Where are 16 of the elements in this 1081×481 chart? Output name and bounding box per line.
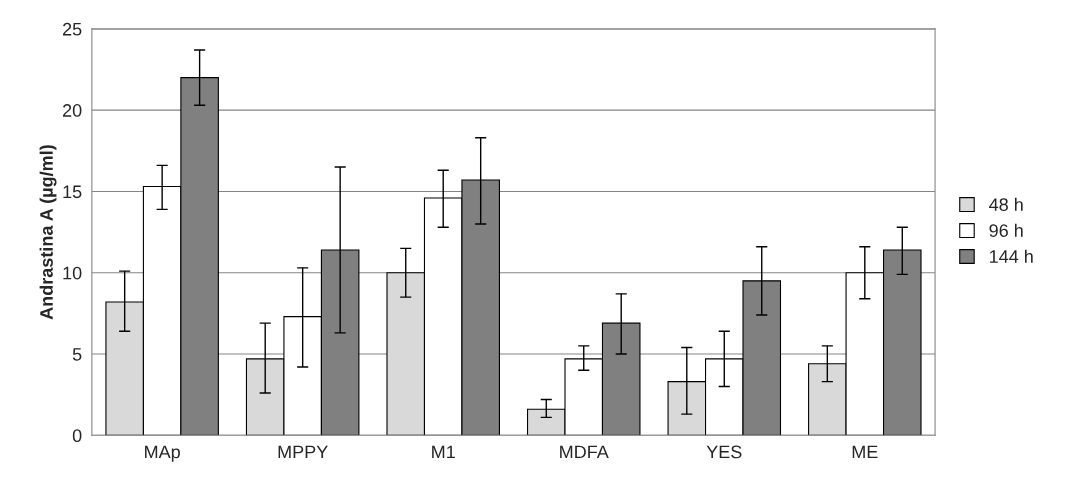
y-tick-label: 10 <box>63 266 82 280</box>
x-tick-label: MAp <box>145 445 180 462</box>
x-tick-label: ME <box>852 445 878 459</box>
y-axis-title: Andrastina A (µg/ml) <box>39 145 57 320</box>
y-tick-label: 5 <box>72 348 82 361</box>
y-tick-label: 0 <box>72 429 82 443</box>
x-tick-label: MPPY <box>278 445 328 459</box>
y-tick-label: 15 <box>63 185 82 199</box>
legend-label: 144 h <box>990 249 1033 263</box>
x-tick-label: M1 <box>432 445 455 459</box>
y-tick-label: 25 <box>62 22 82 36</box>
legend-label: 48 h <box>989 197 1023 212</box>
x-tick-label: YES <box>706 445 742 459</box>
legend-label: 96 h <box>989 223 1023 237</box>
y-tick-label: 20 <box>62 104 82 117</box>
x-tick-label: MDFA <box>560 445 609 459</box>
